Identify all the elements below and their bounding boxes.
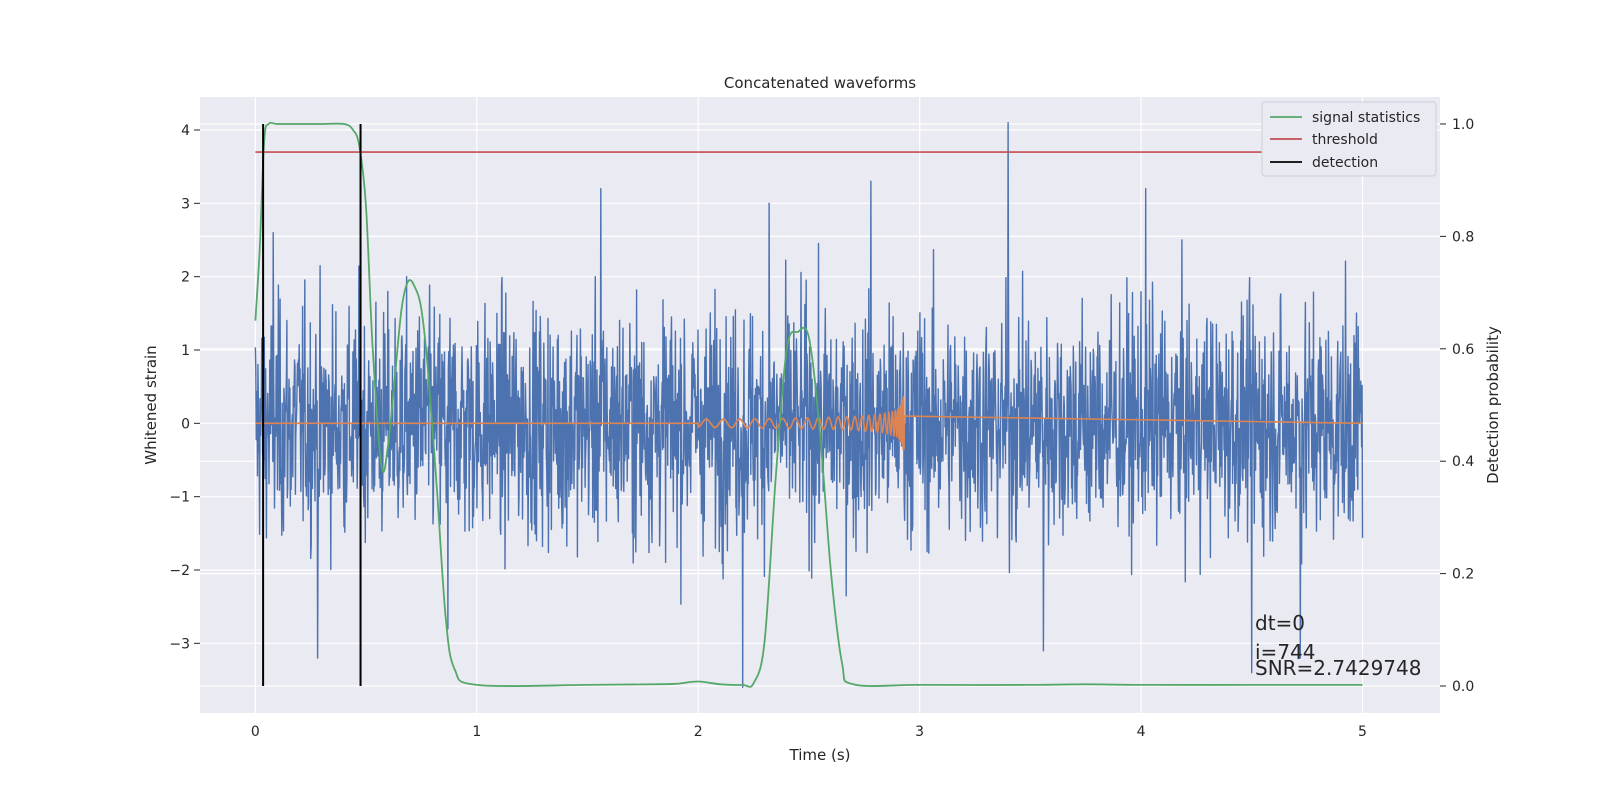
y-tick-label-left: 2 xyxy=(181,270,190,286)
y-tick-label-left: −2 xyxy=(169,563,190,579)
x-tick-label: 0 xyxy=(251,724,260,740)
y-tick-label-left: 4 xyxy=(181,123,190,139)
noise-series xyxy=(254,122,1364,688)
y-tick-label-right: 1.0 xyxy=(1452,117,1474,133)
x-tick-label: 5 xyxy=(1358,724,1367,740)
x-tick-label: 4 xyxy=(1137,724,1146,740)
y-tick-label-right: 0.2 xyxy=(1452,567,1474,583)
legend-label-threshold: threshold xyxy=(1312,132,1378,148)
annotation-snr: SNR=2.7429748 xyxy=(1255,656,1421,680)
legend-label-detection: detection xyxy=(1312,155,1378,171)
noise-line xyxy=(254,122,1364,688)
detection-series xyxy=(262,123,362,687)
y-tick-label-right: 0.6 xyxy=(1452,342,1474,358)
legend: signal statistics threshold detection xyxy=(1261,101,1437,177)
x-tick-label: 2 xyxy=(694,724,703,740)
ticks: 0 1 2 3 4 5 −3 −2 −1 0 1 2 3 4 0.0 0.2 0.4 0.6 0.8 1.0 xyxy=(169,117,1474,740)
signal-statistics-line xyxy=(254,121,1363,688)
chirp-series xyxy=(255,395,1363,451)
chart-title: Concatenated waveforms xyxy=(724,74,916,92)
y-tick-label-left: 3 xyxy=(181,196,190,212)
y-tick-label-left: −3 xyxy=(169,636,190,652)
legend-box xyxy=(1261,101,1437,177)
annotation-dt: dt=0 xyxy=(1255,611,1305,635)
y-axis-label-right: Detection probability xyxy=(1484,326,1502,484)
y-axis-label-left: Whitened strain xyxy=(142,345,160,464)
x-tick-label: 3 xyxy=(915,724,924,740)
y-tick-label-right: 0.4 xyxy=(1452,454,1474,470)
y-tick-label-left: −1 xyxy=(169,490,190,506)
annotations: dt=0 i=744 SNR=2.7429748 xyxy=(1255,611,1421,680)
y-tick-label-right: 0.8 xyxy=(1452,229,1474,245)
y-tick-label-right: 0.0 xyxy=(1452,679,1474,695)
signal-statistics-series xyxy=(254,121,1363,688)
y-tick-label-left: 0 xyxy=(181,416,190,432)
annotation-i: i=744 xyxy=(1255,640,1316,664)
x-axis-label: Time (s) xyxy=(789,746,851,764)
legend-label-signal-statistics: signal statistics xyxy=(1312,110,1420,126)
x-tick-label: 1 xyxy=(472,724,481,740)
y-tick-label-left: 1 xyxy=(181,343,190,359)
chirp-line xyxy=(255,395,1363,451)
